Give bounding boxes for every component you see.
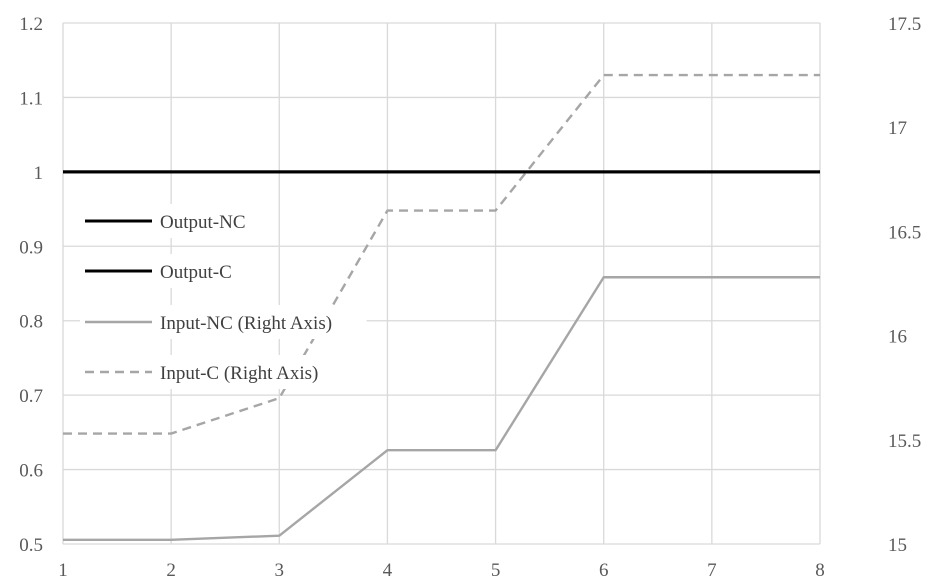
- series-line-input-nc-right-axis: [63, 276, 820, 542]
- x-tick-label: 6: [599, 560, 609, 579]
- left-axis-tick-labels: 0.5 0.6 0.7 0.8 0.9 1 1.1 1.2: [19, 14, 43, 556]
- left-tick-label: 0.5: [19, 535, 43, 556]
- legend-label: Output-NC: [160, 212, 246, 233]
- x-tick-label: 1: [58, 560, 68, 579]
- x-axis-tick-labels: 1 2 3 4 5 6 7 8: [58, 560, 825, 579]
- series-lines: [63, 73, 820, 542]
- right-tick-label: 17.5: [888, 14, 921, 35]
- left-tick-label: 0.9: [19, 237, 43, 258]
- legend-entry-bg: [80, 355, 357, 389]
- right-tick-label: 15.5: [888, 431, 921, 452]
- right-tick-label: 17: [888, 118, 907, 139]
- legend: Output-NC Output-C Input-NC (Right Axis) In…: [80, 204, 367, 389]
- legend-label: Input-C (Right Axis): [160, 363, 318, 384]
- x-tick-label: 3: [275, 560, 285, 579]
- left-tick-label: 0.8: [19, 312, 43, 333]
- legend-label: Input-NC (Right Axis): [160, 313, 332, 334]
- right-tick-label: 15: [888, 535, 907, 556]
- left-tick-label: 1.1: [19, 88, 43, 109]
- legend-label: Output-C: [160, 262, 232, 283]
- x-tick-label: 8: [815, 560, 825, 579]
- x-tick-label: 7: [707, 560, 717, 579]
- right-tick-label: 16: [888, 327, 907, 348]
- right-axis-tick-labels: 15 15.5 16 16.5 17 17.5: [888, 14, 921, 556]
- x-tick-label: 4: [383, 560, 393, 579]
- x-tick-label: 2: [166, 560, 176, 579]
- left-tick-label: 0.6: [19, 461, 43, 482]
- left-tick-label: 1.2: [19, 14, 43, 35]
- right-tick-label: 16.5: [888, 222, 921, 243]
- x-tick-label: 5: [491, 560, 501, 579]
- left-tick-label: 0.7: [19, 386, 43, 407]
- series-line-input-c-right-axis: [63, 73, 820, 435]
- left-tick-label: 1: [34, 163, 44, 184]
